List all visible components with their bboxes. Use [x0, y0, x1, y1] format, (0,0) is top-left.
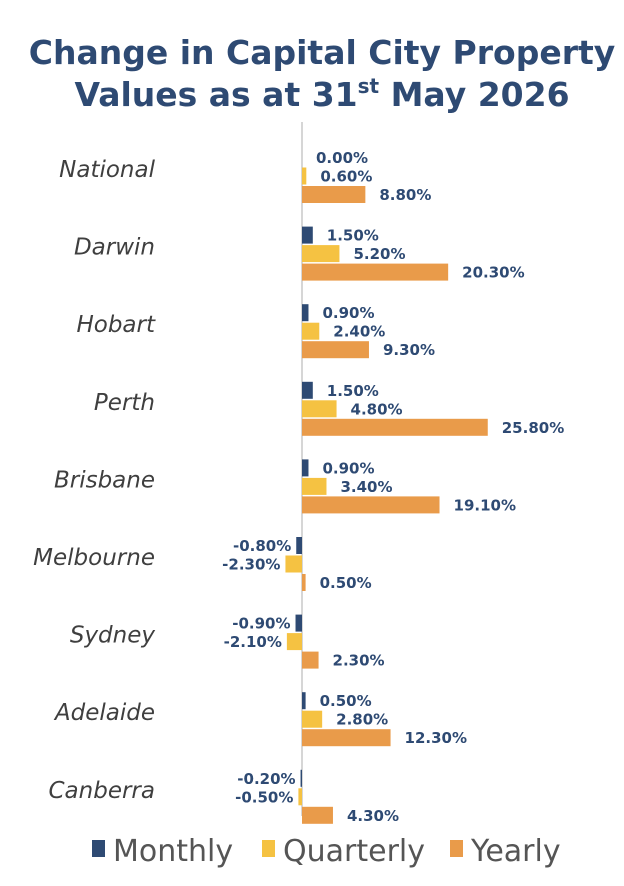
data-label-darwin-yearly: 20.30% — [462, 264, 524, 282]
data-label-national-yearly: 8.80% — [379, 186, 431, 204]
legend-label-monthly: Monthly — [113, 834, 233, 869]
category-label-canberra: Canberra — [49, 778, 156, 804]
legend: Monthly Quarterly Yearly — [92, 834, 561, 869]
chart-title-line-2-tail: May 2026 — [379, 75, 569, 114]
category-label-melbourne: Melbourne — [33, 545, 155, 571]
data-label-darwin-quarterly: 5.20% — [353, 245, 405, 263]
data-label-sydney-monthly: -0.90% — [232, 615, 290, 633]
data-label-perth-yearly: 25.80% — [502, 419, 564, 437]
data-label-hobart-yearly: 9.30% — [383, 341, 435, 359]
bar-darwin-yearly — [302, 263, 449, 281]
bar-darwin-monthly — [302, 226, 313, 244]
category-label-hobart: Hobart — [76, 312, 156, 338]
bar-brisbane-monthly — [302, 459, 309, 477]
data-label-sydney-quarterly: -2.10% — [224, 633, 282, 651]
data-label-canberra-yearly: 4.30% — [347, 807, 399, 825]
legend-label-yearly: Yearly — [470, 834, 561, 869]
bar-sydney-quarterly — [286, 633, 302, 651]
plot-area: National 0.00%0.60%8.80%Darwin 1.50%5.20%2… — [33, 149, 564, 825]
data-label-national-quarterly: 0.60% — [320, 168, 372, 186]
data-label-canberra-monthly: -0.20% — [237, 770, 295, 788]
bar-brisbane-yearly — [302, 496, 440, 514]
category-label-adelaide: Adelaide — [53, 700, 155, 726]
bar-brisbane-quarterly — [302, 477, 327, 495]
data-label-adelaide-monthly: 0.50% — [320, 692, 372, 710]
bar-national-yearly — [302, 186, 366, 203]
data-label-melbourne-yearly: 0.50% — [320, 574, 372, 592]
bar-sydney-monthly — [295, 614, 302, 632]
data-label-perth-monthly: 1.50% — [327, 382, 379, 400]
legend-swatch-yearly — [450, 840, 463, 857]
chart-title-line-2-main: Values as at 31 — [74, 75, 357, 114]
data-label-melbourne-monthly: -0.80% — [233, 537, 291, 555]
bar-melbourne-quarterly — [285, 555, 302, 573]
data-label-brisbane-quarterly: 3.40% — [340, 478, 392, 496]
data-label-darwin-monthly: 1.50% — [327, 227, 379, 245]
legend-label-quarterly: Quarterly — [283, 834, 425, 869]
category-label-brisbane: Brisbane — [54, 467, 155, 493]
data-label-melbourne-quarterly: -2.30% — [222, 556, 280, 574]
bar-canberra-yearly — [302, 806, 333, 824]
category-label-darwin: Darwin — [74, 235, 155, 261]
bar-sydney-yearly — [302, 651, 319, 669]
bar-perth-monthly — [302, 381, 313, 399]
bar-perth-yearly — [302, 418, 488, 436]
legend-swatch-quarterly — [262, 840, 275, 857]
category-label-sydney: Sydney — [70, 623, 156, 649]
bar-adelaide-quarterly — [302, 710, 323, 728]
category-label-perth: Perth — [94, 390, 155, 416]
data-label-adelaide-yearly: 12.30% — [405, 729, 467, 747]
chart-title-superscript: st — [358, 74, 380, 98]
bar-adelaide-yearly — [302, 729, 391, 747]
bar-national-quarterly — [302, 167, 307, 185]
bar-hobart-monthly — [302, 304, 309, 322]
data-label-adelaide-quarterly: 2.80% — [336, 711, 388, 729]
bar-canberra-quarterly — [298, 788, 302, 806]
data-label-perth-quarterly: 4.80% — [351, 400, 403, 418]
bar-darwin-quarterly — [302, 245, 340, 263]
bar-hobart-quarterly — [302, 322, 320, 340]
data-label-hobart-monthly: 0.90% — [322, 304, 374, 322]
bar-melbourne-monthly — [296, 537, 302, 554]
legend-swatch-monthly — [92, 840, 105, 857]
category-label-national: National — [59, 157, 155, 183]
data-label-brisbane-yearly: 19.10% — [454, 496, 516, 514]
data-label-sydney-yearly: 2.30% — [333, 652, 385, 670]
chart-title-line-2: Values as at 31st May 2026 — [74, 74, 569, 114]
bar-hobart-yearly — [302, 341, 369, 359]
data-label-hobart-quarterly: 2.40% — [333, 323, 385, 341]
data-label-national-monthly: 0.00% — [316, 149, 368, 167]
bar-perth-quarterly — [302, 400, 337, 418]
data-label-brisbane-monthly: 0.90% — [322, 459, 374, 477]
bar-melbourne-yearly — [302, 574, 306, 591]
chart-title-line-1: Change in Capital City Property — [29, 33, 616, 72]
data-label-canberra-quarterly: -0.50% — [235, 788, 293, 806]
bar-canberra-monthly — [300, 769, 302, 787]
bar-adelaide-monthly — [302, 692, 306, 710]
